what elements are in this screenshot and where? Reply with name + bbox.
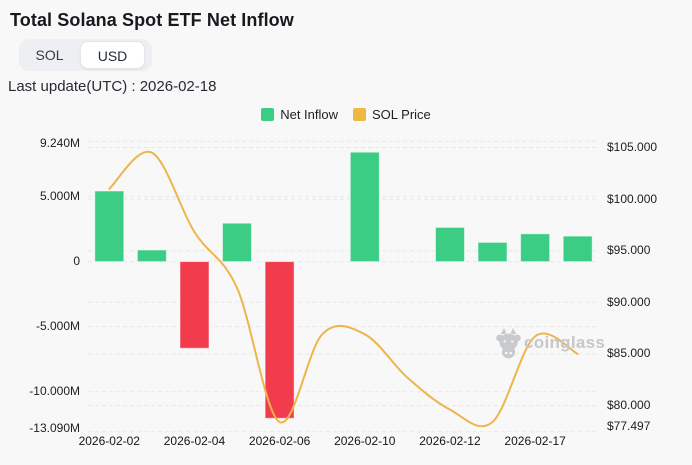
sol-price-swatch-icon — [353, 108, 367, 121]
x-axis-label: 2026-02-10 — [334, 434, 396, 448]
watermark-text: coinglass — [524, 333, 606, 352]
coinglass-bear-icon — [496, 328, 521, 359]
y-axis-right-label: $80.000 — [607, 398, 651, 412]
y-axis-left-label: -13.090M — [29, 420, 80, 435]
y-axis-right-label: $85.000 — [607, 346, 651, 361]
y-axis-left-label: 9.240M — [39, 135, 80, 150]
y-axis-left-label: 5.000M — [39, 189, 80, 204]
y-axis-right-label: $77.497 — [607, 419, 651, 433]
legend-item-sol-price[interactable]: SOL Price — [353, 107, 431, 122]
toggle-option-usd[interactable]: USD — [80, 41, 145, 69]
x-axis-label: 2026-02-02 — [78, 434, 140, 448]
x-axis-label: 2026-02-17 — [504, 434, 566, 448]
y-axis-left-label: -5.000M — [35, 319, 80, 334]
y-axis-right-label: $105.000 — [607, 140, 658, 154]
y-axis-right-label: $90.000 — [607, 294, 651, 309]
y-axis-left-label: 0 — [73, 254, 80, 269]
last-update-text: Last update(UTC) : 2026-02-18 — [8, 78, 217, 95]
page-title: Total Solana Spot ETF Net Inflow — [10, 10, 294, 30]
net-inflow-swatch-icon — [261, 108, 275, 121]
unit-toggle[interactable]: SOL USD — [19, 39, 152, 71]
legend-item-net-inflow[interactable]: Net Inflow — [261, 107, 338, 122]
x-axis-label: 2026-02-04 — [163, 434, 226, 448]
x-axis-label: 2026-02-06 — [248, 434, 311, 448]
y-axis-right-label: $100.000 — [607, 191, 658, 206]
y-axis-right-label: $95.000 — [607, 243, 651, 258]
toggle-option-sol[interactable]: SOL — [35, 47, 64, 63]
legend-label: SOL Price — [372, 107, 431, 122]
chart-legend: Net Inflow SOL Price — [0, 107, 692, 122]
legend-label: Net Inflow — [280, 107, 339, 122]
watermark: coinglass — [496, 327, 605, 359]
x-axis-label: 2026-02-12 — [419, 434, 481, 448]
y-axis-left-label: -10.000M — [29, 384, 80, 399]
